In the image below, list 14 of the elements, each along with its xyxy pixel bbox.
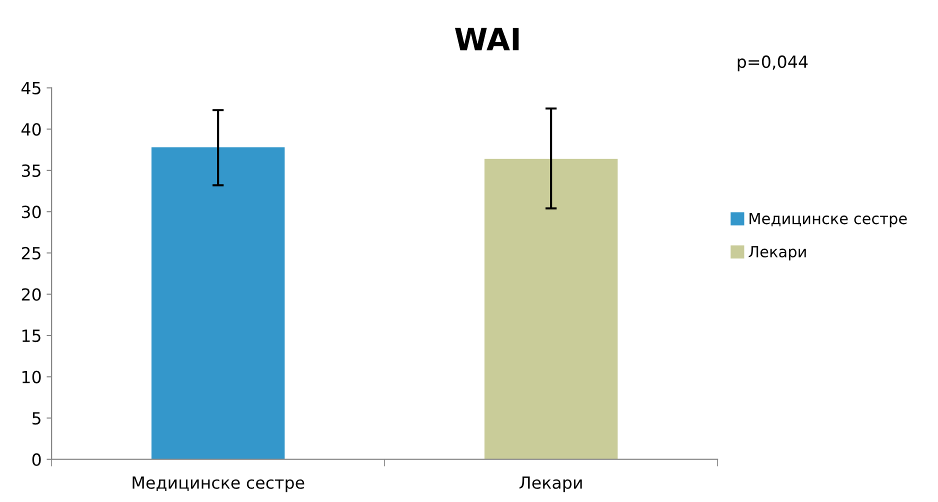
legend-label: Медицинске сестре [750, 212, 907, 228]
y-tick-label: 45 [21, 82, 40, 94]
y-tick-label: 35 [22, 164, 40, 177]
y-tick-label: 30 [22, 206, 41, 218]
y-tick-label: 10 [22, 370, 41, 384]
y-tick-label: 5 [32, 412, 40, 425]
y-tick-label: 15 [22, 330, 40, 342]
legend-label: Лекари [748, 246, 806, 260]
chart-title: WAI [455, 28, 519, 50]
y-tick-label: 40 [21, 123, 41, 136]
text: p=0,044 [738, 55, 808, 72]
y-tick-label: 0 [32, 453, 41, 466]
y-tick-label: 25 [22, 246, 40, 260]
y-tick-label: 20 [22, 288, 41, 301]
